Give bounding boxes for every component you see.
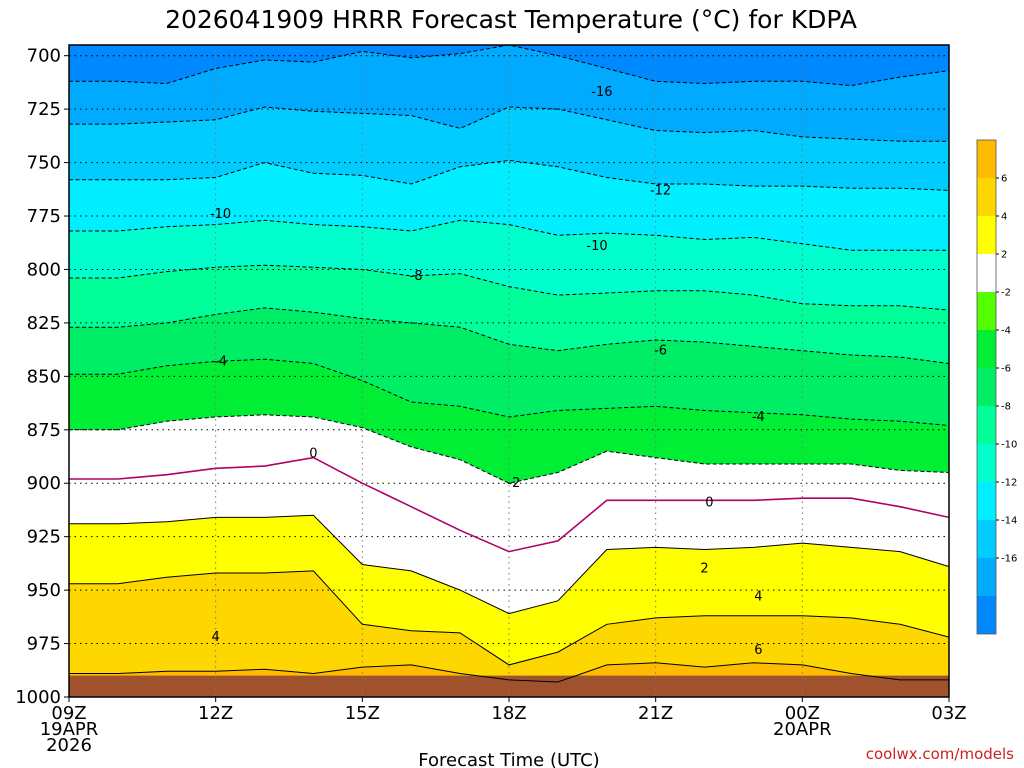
y-tick-label: 925 [27,527,61,548]
fill-band--4 [69,414,949,552]
chart-title: 2026041909 HRRR Forecast Temperature (°C… [165,5,857,34]
contour-label: -12 [650,183,671,198]
x-tick-date-label: 2026 [46,735,92,756]
x-axis-label: Forecast Time (UTC) [418,750,599,768]
colorbar-label: -12 [1001,478,1017,489]
colorbar-legend: 6 4 2 -2 -4 -6 -8 -10 -12 -14 -16 [976,139,1017,635]
fill-band-2 [69,515,949,665]
y-tick-label: 875 [27,420,61,441]
contour-line--8 [69,307,950,364]
contour-label: 0 [309,446,317,461]
fill-band-0 [69,457,949,614]
y-tick-label: 775 [27,206,61,227]
colorbar-swatch [977,368,996,406]
colorbar-label: -10 [1001,440,1017,451]
y-tick-label: 950 [27,580,61,601]
y-tick-label: 900 [27,473,61,494]
colorbar-swatch [977,140,996,178]
contour-label: 0 [705,495,713,510]
colorbar-swatch [977,520,996,558]
contour-label: -8 [410,269,423,284]
contour-line--14 [69,159,950,191]
contour-label: -10 [210,207,231,222]
colorbar-swatch [977,292,996,330]
surface-band [69,675,949,697]
contour-line--16 [69,106,949,142]
contour-label: -6 [654,344,667,359]
colorbar-swatch [977,482,996,520]
contour-line-2 [69,514,950,615]
x-tick-date-label: 20APR [773,719,832,740]
fill-band--10 [69,265,949,364]
contour-label: -16 [591,85,612,100]
y-tick-label: 800 [27,259,61,280]
colorbar-swatch [977,178,996,216]
fill-band--8 [69,307,949,426]
colorbar-swatch [977,558,996,596]
y-tick-label: 700 [27,46,61,67]
contour-line--6 [69,358,950,426]
y-axis-pressure: 700 725 750 775 800 825 850 875 900 925 950 975 1000 [15,46,69,708]
contour-line--12 [69,219,949,251]
x-tick-date-label: 19APR [40,719,99,740]
fill-band--16 [69,107,949,191]
contour-labels: -16 -12 -10 -10 -8 -6 -4 -4 0 -2 0 2 4 4 6 [210,85,765,658]
colorbar-swatch [977,406,996,444]
contour-label: 6 [754,643,762,658]
y-tick-label: 1000 [15,687,61,708]
colorbar-swatch [977,254,996,292]
x-tick-label: 12Z [198,703,233,724]
colorbar-label: -2 [1001,288,1011,299]
x-tick-label: 03Z [931,703,966,724]
y-tick-label: 725 [27,99,61,120]
surface-ground-band [69,675,949,697]
contour-label: -10 [586,239,607,254]
contour-line-6 [69,662,949,683]
colorbar-label: -14 [1001,516,1017,527]
colorbar-swatch [977,330,996,368]
x-tick-label: 00Z [785,703,820,724]
x-tick-label: 18Z [491,703,526,724]
x-tick-label: 21Z [638,703,673,724]
colorbar-swatch [977,596,996,634]
fill-band--6 [69,359,949,484]
contour-label: 4 [212,630,220,645]
colorbar-label: 4 [1001,212,1007,223]
colorbar-swatch [977,216,996,254]
fill-band-4 [69,570,949,682]
colorbar-border [976,139,997,635]
y-tick-label: 850 [27,366,61,387]
isotherm-contours [69,44,950,683]
credit-link[interactable]: coolwx.com/models [866,745,1014,763]
colorbar-label: -4 [1001,326,1011,337]
y-tick-label: 750 [27,153,61,174]
contour-label: 2 [700,562,708,577]
y-tick-label: 975 [27,634,61,655]
contour-label: -4 [214,354,227,369]
colorbar-label: 2 [1001,250,1007,261]
contour-line--10 [69,264,950,311]
colorbar-label: -16 [1001,554,1017,565]
contour-line-0 [69,456,950,553]
x-tick-label: 09Z [51,703,86,724]
colorbar-label: -6 [1001,364,1011,375]
fill-band--18 [69,45,949,142]
contour-label: -4 [752,410,765,425]
contour-label: 4 [754,590,762,605]
contour-line-4 [69,570,950,666]
contour-label: -2 [507,476,520,491]
colorbar-label: -8 [1001,402,1011,413]
y-tick-label: 825 [27,313,61,334]
colorbar-label: 6 [1001,174,1007,185]
x-tick-label: 15Z [345,703,380,724]
colorbar-swatch [977,444,996,482]
